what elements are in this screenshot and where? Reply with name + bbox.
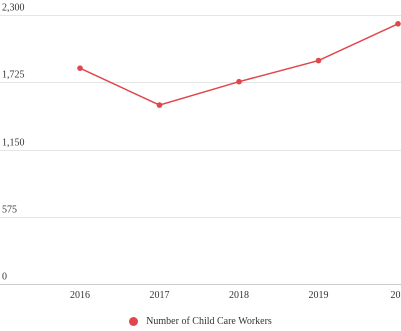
y-tick-label: 0 — [2, 272, 7, 283]
y-tick-label: 575 — [2, 205, 17, 216]
x-tick-label: 202 — [391, 290, 401, 301]
legend-swatch — [129, 317, 139, 326]
y-tick-label: 1,725 — [2, 70, 25, 81]
data-point[interactable] — [77, 65, 83, 71]
series-layer — [77, 21, 401, 108]
y-tick-label: 2,300 — [2, 3, 25, 14]
x-tick-label: 2017 — [150, 290, 170, 301]
data-point[interactable] — [236, 78, 242, 85]
legend-item[interactable]: Number of Child Care Workers — [129, 316, 272, 327]
series-line — [79, 23, 399, 106]
y-tick-label: 1,150 — [2, 138, 25, 149]
y-axis: 0 575 1,150 1,725 2,300 — [2, 3, 25, 283]
data-point[interactable] — [156, 102, 163, 108]
legend-label: Number of Child Care Workers — [146, 316, 272, 327]
x-axis: 2016 2017 2018 2019 202 — [70, 290, 401, 301]
data-point[interactable] — [315, 57, 322, 64]
x-tick-label: 2018 — [229, 290, 249, 301]
x-tick-label: 2019 — [309, 290, 329, 301]
x-tick-label: 2016 — [70, 290, 90, 301]
data-point[interactable] — [395, 21, 401, 27]
legend: Number of Child Care Workers — [0, 313, 401, 331]
grid-lines — [0, 15, 401, 285]
